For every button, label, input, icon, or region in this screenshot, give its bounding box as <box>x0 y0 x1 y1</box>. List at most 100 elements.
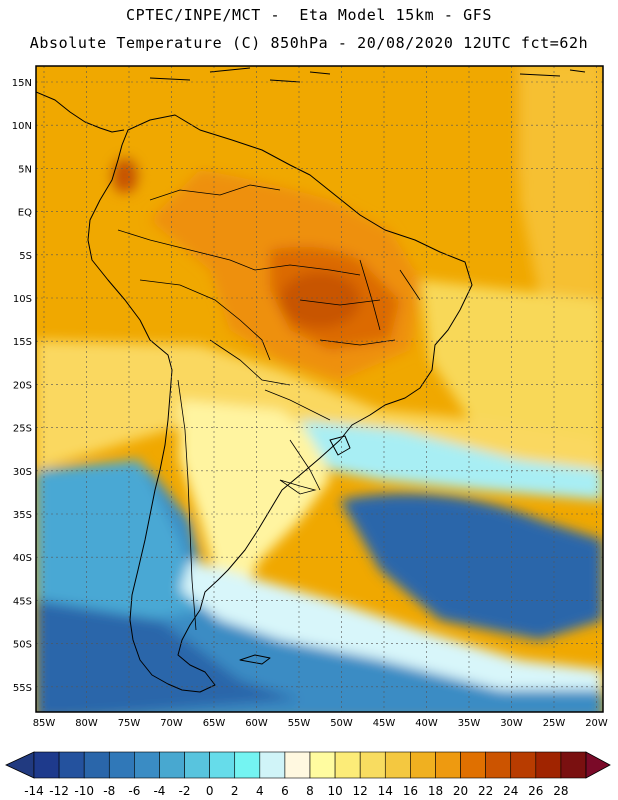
colorbar-tick-label: 22 <box>478 784 493 798</box>
lat-label: 50S <box>13 640 32 651</box>
colorbar-swatch <box>184 751 210 779</box>
lat-label: 20S <box>13 380 32 391</box>
colorbar-swatch <box>560 751 587 779</box>
field-deep-blue-southwest <box>36 600 300 712</box>
colorbar-tick-label: 14 <box>378 784 393 798</box>
border-paraguay-argentina <box>264 389 331 421</box>
colorbar-tick-label: -2 <box>179 784 191 798</box>
lat-label: 15N <box>12 78 32 89</box>
colorbar-tick-label: 26 <box>528 784 543 798</box>
colorbar-swatch <box>510 751 537 779</box>
lon-label: 45W <box>373 718 396 729</box>
border-brazil-north <box>254 264 361 276</box>
colorbar-tick-labels: -14 -12 -10 -8 -6 -4 -2 0 2 4 6 8 10 12 14 16 18 20 22 24 26… <box>24 784 568 798</box>
country-borders <box>117 184 421 631</box>
colorbar-swatch <box>83 751 110 779</box>
lon-label: 35W <box>458 718 481 729</box>
latitude-labels: 15N 10N 5N EQ 5S 10S 15S 20S 25S 30S 35S 40S 45S 50S 5… <box>12 78 32 694</box>
colorbar-tick-label: 18 <box>428 784 443 798</box>
colorbar-tick-label: 28 <box>553 784 568 798</box>
border-bolivia-paraguay <box>209 339 291 386</box>
colorbar-swatch <box>58 751 85 779</box>
colorbar-tick-label: -12 <box>49 784 69 798</box>
field-blue-pacific <box>36 460 200 620</box>
colorbar-swatch <box>359 751 386 779</box>
lon-label: 30W <box>500 718 523 729</box>
lon-label: 20W <box>585 718 608 729</box>
map-title-line1: CPTEC/INPE/MCT - Eta Model 15km - GFS <box>126 6 492 24</box>
border-province-argentina <box>279 479 317 495</box>
map-frame <box>35 65 604 713</box>
border-peru-bolivia <box>139 279 271 361</box>
lat-label: 45S <box>13 596 32 607</box>
lon-label: 65W <box>203 718 226 729</box>
longitude-labels: 85W 80W 75W 70W 65W 60W 55W 50W 45W 40W 35W 30W 25W 2… <box>33 718 608 729</box>
lat-label: 40S <box>13 553 32 564</box>
colorbar-swatch <box>284 751 311 779</box>
colorbar-swatch <box>460 751 486 779</box>
colorbar-tick-label: 0 <box>206 784 214 798</box>
field-pale-yellow-pampas <box>180 400 330 600</box>
field-deep-blue-atlantic <box>340 493 603 640</box>
central-america-coastline <box>36 91 125 133</box>
colorbar-swatch <box>309 751 336 779</box>
lon-label: 55W <box>288 718 311 729</box>
lon-label: 40W <box>415 718 438 729</box>
colorbar-swatch <box>159 751 185 779</box>
colorbar-swatch <box>33 751 60 779</box>
colorbar-tick-label: 20 <box>453 784 468 798</box>
south-america-coastline <box>87 114 473 693</box>
colorbar-tick-label: 2 <box>231 784 239 798</box>
lat-label: 10N <box>12 121 32 132</box>
colorbar-swatch <box>334 751 361 779</box>
state-borders-brazil <box>299 259 421 346</box>
colorbar-swatches <box>33 751 587 779</box>
field-hottest-core <box>280 272 360 328</box>
colorbar-tick-label: 8 <box>306 784 314 798</box>
border-venezuela-colombia <box>149 184 281 201</box>
lon-label: 25W <box>543 718 566 729</box>
lon-label: 75W <box>118 718 141 729</box>
coastlines <box>36 67 586 693</box>
colorbar-tick-label: -8 <box>103 784 115 798</box>
colorbar-swatch <box>485 751 512 779</box>
lat-label: 10S <box>13 294 32 305</box>
lon-label: 70W <box>160 718 183 729</box>
lat-label: 15S <box>13 337 32 348</box>
colorbar-swatch <box>410 751 436 779</box>
lon-label: 50W <box>330 718 353 729</box>
lat-label: 55S <box>13 683 32 694</box>
field-pale-cyan-front <box>180 560 603 690</box>
lat-label: 5S <box>19 251 32 262</box>
colorbar-swatch <box>234 751 261 779</box>
field-light-cyan-band <box>300 420 603 500</box>
colorbar-tick-label: -10 <box>74 784 94 798</box>
lat-label: 30S <box>13 467 32 478</box>
colorbar-tick-label: -4 <box>153 784 165 798</box>
caribbean-islands <box>149 67 586 83</box>
map-title-line2: Absolute Temperature (C) 850hPa - 20/08/… <box>29 34 589 52</box>
border-colombia-peru <box>117 229 256 271</box>
field-light-yellow-atlantic <box>420 280 603 440</box>
lat-label: EQ <box>18 208 32 219</box>
lat-label: 25S <box>13 424 32 435</box>
colorbar-overflow-arrow <box>585 751 611 779</box>
colorbar-tick-label: 10 <box>327 784 342 798</box>
colorbar-tick-label: -6 <box>128 784 140 798</box>
colorbar-swatch <box>259 751 286 779</box>
colorbar-tick-label: -14 <box>24 784 44 798</box>
temperature-field <box>36 66 603 712</box>
lat-label: 5N <box>18 164 32 175</box>
falkland-islands <box>239 654 271 665</box>
lon-label: 80W <box>75 718 98 729</box>
field-hot-andes-north <box>111 157 139 193</box>
colorbar-swatch <box>134 751 160 779</box>
colorbar-swatch <box>535 751 562 779</box>
field-yellow-band <box>36 340 603 480</box>
colorbar-swatch <box>209 751 236 779</box>
colorbar-tick-label: 6 <box>281 784 289 798</box>
colorbar-swatch <box>384 751 411 779</box>
border-uruguay <box>289 439 321 491</box>
colorbar-tick-label: 16 <box>403 784 418 798</box>
